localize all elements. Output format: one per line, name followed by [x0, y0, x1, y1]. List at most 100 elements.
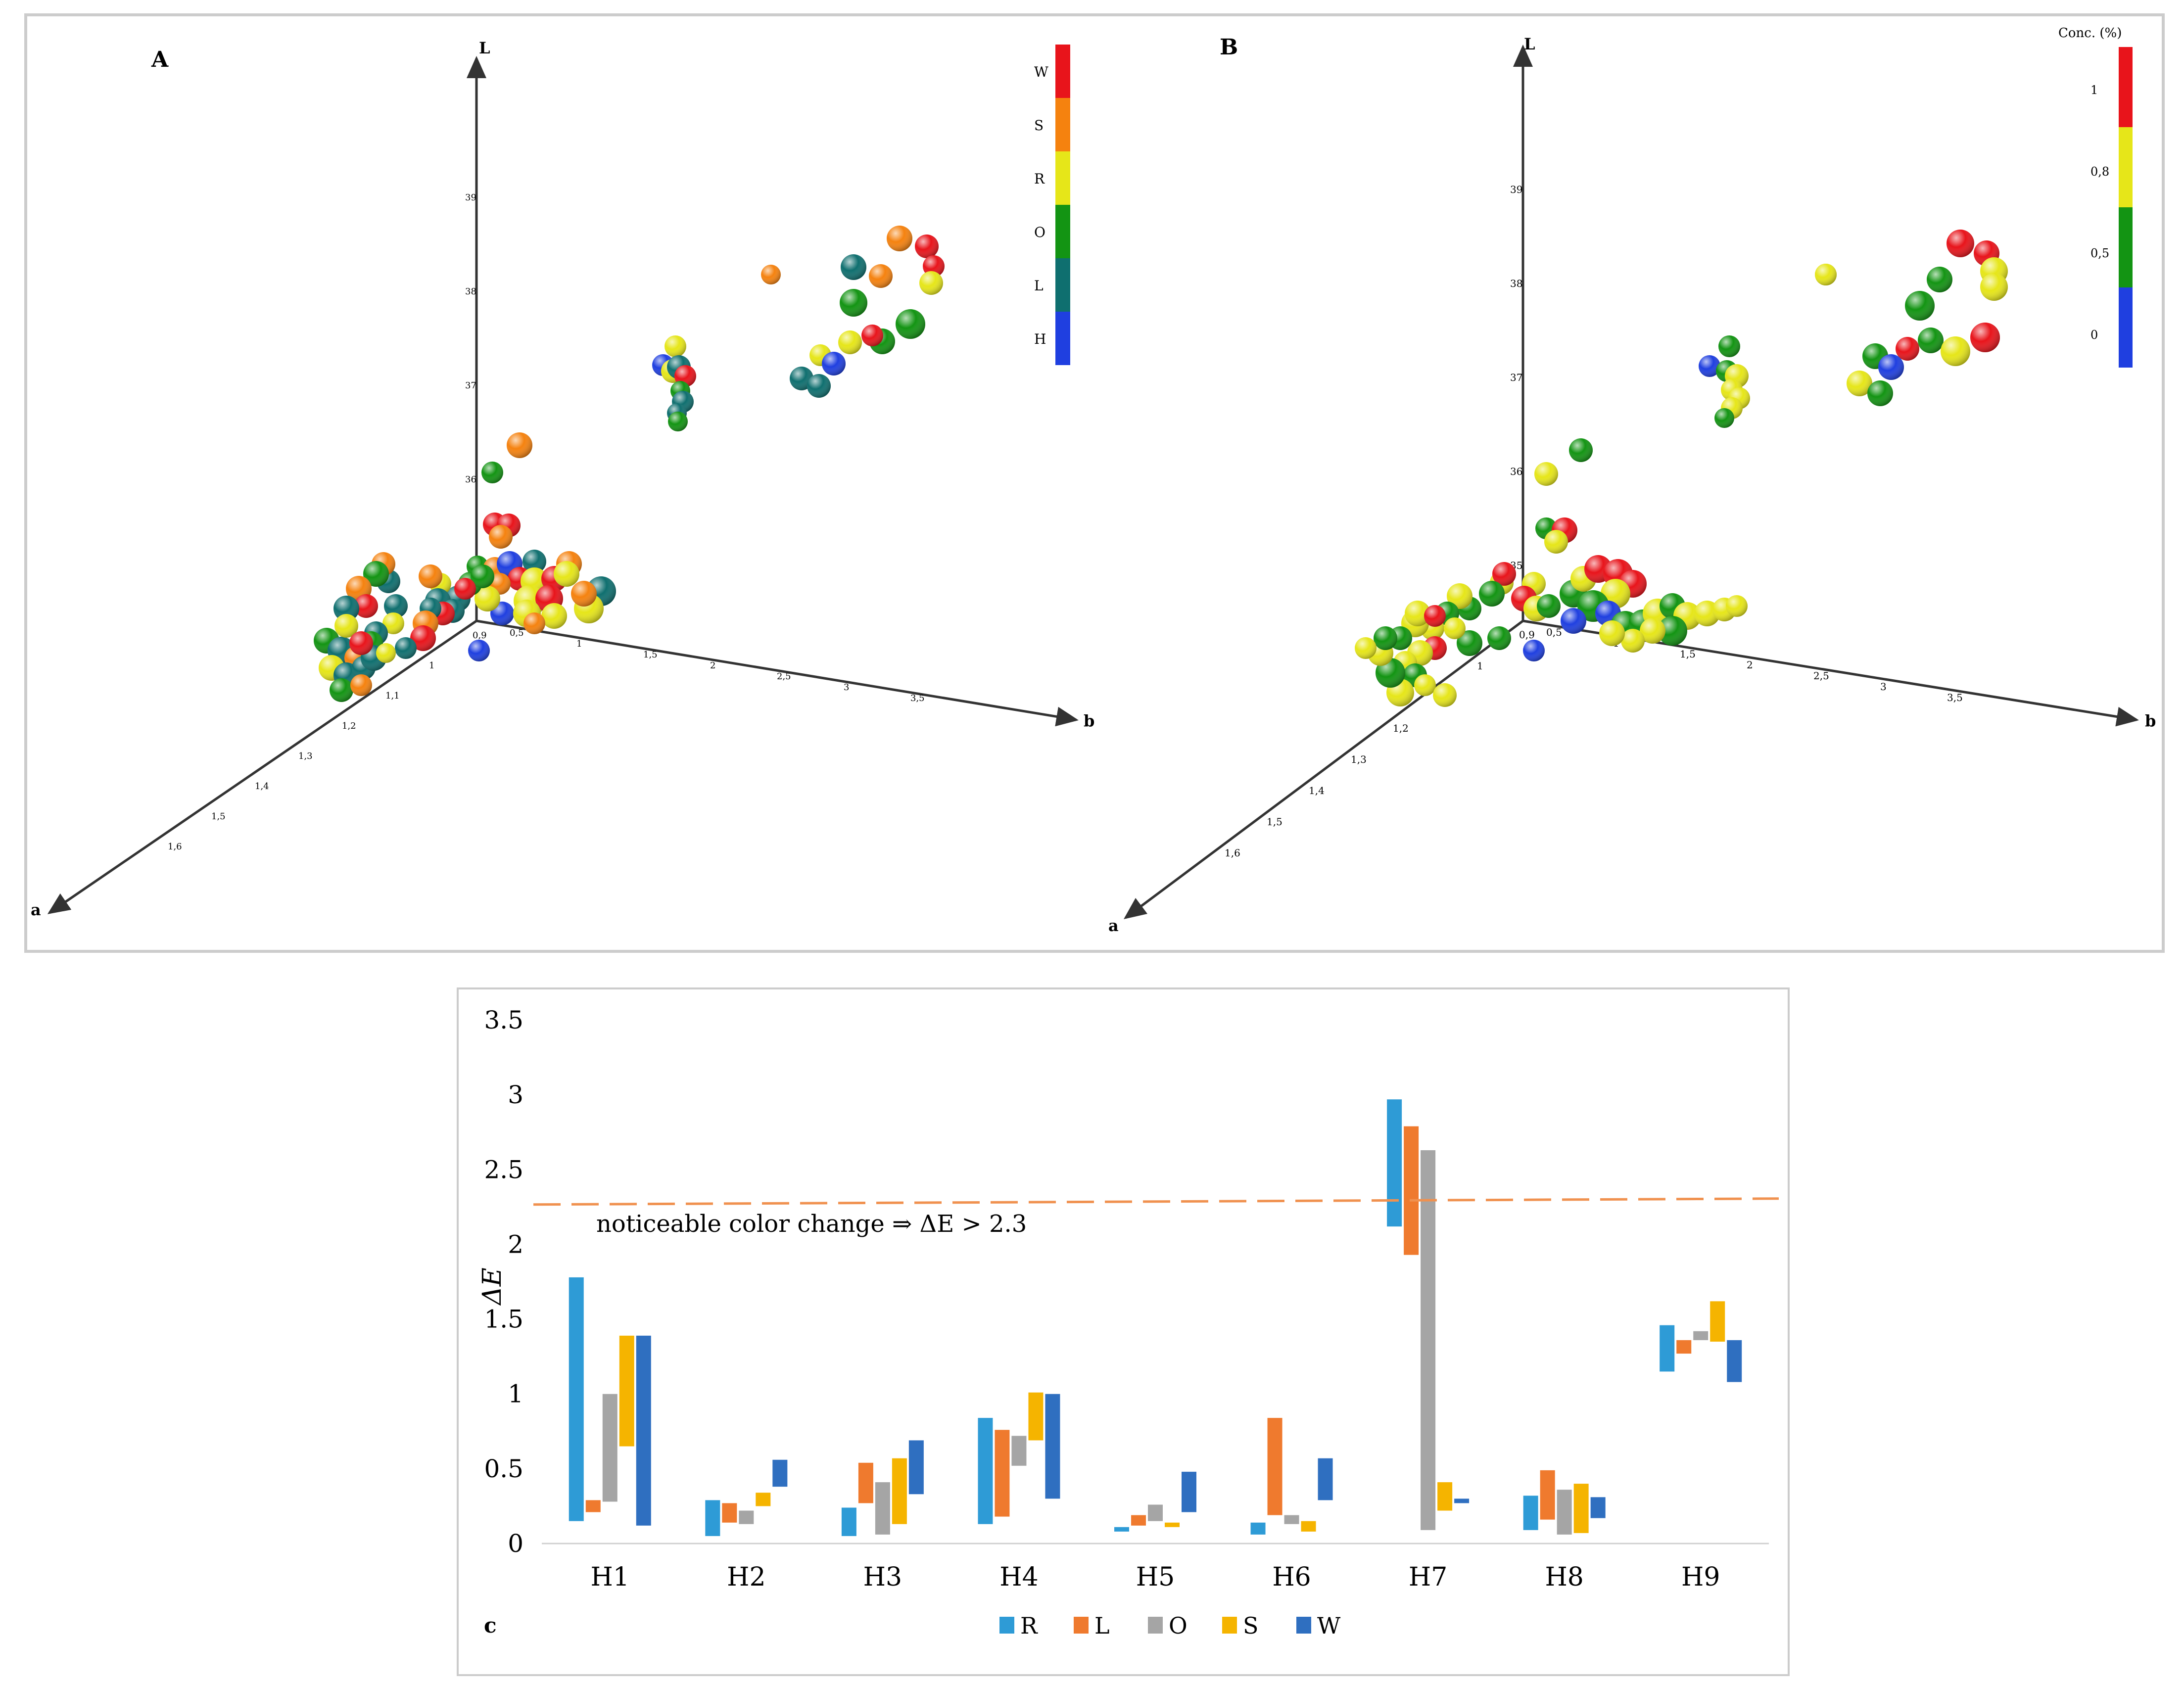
x-tick-h5: H5	[1136, 1562, 1175, 1592]
x-tick-h7: H7	[1409, 1562, 1447, 1592]
panel-a-label: A	[151, 47, 169, 72]
conc-swatch-0	[2119, 287, 2133, 368]
b-point-7	[1918, 328, 1944, 353]
conc-label-0: 1	[2090, 83, 2098, 97]
panel-a-a-ticks: 0,9 1 1,1 1,2 1,3 1,4 1,5 1,6	[168, 630, 487, 852]
bar-w-h5	[1182, 1471, 1196, 1512]
a-b-tick-6: 3,5	[910, 693, 925, 703]
a-point-39	[554, 561, 579, 587]
legend-swatch-w	[1296, 1617, 1311, 1634]
legend-swatch-h	[1055, 312, 1070, 365]
panel-a-a-axis-label: a	[31, 900, 41, 919]
a-l-tick-3: 36	[465, 474, 476, 485]
a-point-13	[822, 352, 846, 375]
panel-a: A L b a 39 38 37 36 0,5 1 1,5 2 2,5 3 3,5 0,9 1 1,1…	[31, 39, 1094, 919]
y-tick-4: 2	[508, 1230, 523, 1259]
b-b-tick-2: 1,5	[1680, 648, 1696, 660]
a-point-4	[919, 271, 943, 295]
bar-r-h9	[1660, 1325, 1675, 1372]
a-point-48	[523, 612, 545, 634]
a-a-tick-5: 1,4	[255, 781, 269, 792]
a-a-tick-3: 1,2	[342, 721, 356, 731]
b-a-tick-6: 1,5	[1267, 816, 1282, 828]
a-point-7	[840, 289, 867, 317]
a-point-69	[395, 637, 417, 659]
panel-b-label: B	[1220, 35, 1238, 60]
a-point-15	[807, 374, 831, 398]
a-b-tick-2: 1,5	[643, 650, 658, 660]
b-a-tick-1: 1	[1477, 660, 1483, 672]
panel-a-l-ticks: 39 38 37 36	[465, 192, 476, 485]
y-tick-3: 1.5	[484, 1305, 523, 1334]
bar-s-h9	[1710, 1301, 1725, 1342]
a-b-tick-4: 2,5	[777, 671, 791, 682]
b-point-69	[1414, 674, 1436, 696]
y-tick-0: 0	[508, 1529, 523, 1558]
a-point-68	[410, 625, 436, 651]
panel-a-points	[314, 226, 945, 702]
panel-a-b-axis	[476, 619, 1079, 727]
b-l-tick-2: 37	[1510, 372, 1522, 383]
b-point-74	[1355, 637, 1377, 659]
a-point-54	[471, 564, 494, 588]
b-point-77	[1444, 617, 1466, 639]
bar-o-h9	[1693, 1331, 1709, 1340]
a-point-47	[541, 603, 567, 629]
b-point-78	[1523, 640, 1545, 661]
b-point-9	[1941, 336, 1970, 366]
panel-a-a-axis	[47, 619, 477, 914]
bar-r-h2	[705, 1500, 720, 1536]
a-point-82	[334, 614, 358, 638]
legend-swatch-l	[1055, 258, 1070, 312]
b-point-17	[1699, 355, 1720, 377]
b-point-5	[1927, 267, 1952, 292]
b-point-28	[1544, 530, 1568, 554]
a-point-2	[915, 234, 939, 258]
panel-b-points	[1355, 230, 2008, 707]
a-b-tick-5: 3	[844, 682, 849, 693]
y-tick-1: 0.5	[484, 1454, 523, 1483]
a-point-52	[419, 564, 442, 588]
a-point-67	[382, 612, 404, 634]
bar-s-h5	[1165, 1522, 1180, 1527]
b-a-tick-3: 1,2	[1393, 722, 1409, 734]
b-point-52	[1658, 616, 1687, 646]
bar-l-h6	[1267, 1418, 1282, 1515]
b-point-8	[1970, 323, 2000, 352]
x-tick-h9: H9	[1681, 1562, 1720, 1592]
legend-label-r: R	[1034, 171, 1045, 187]
bar-l-h5	[1131, 1515, 1146, 1526]
bar-r-h1	[569, 1277, 584, 1521]
legend-label-o: O	[1169, 1612, 1187, 1639]
b-point-4	[1980, 273, 2008, 301]
panel-b-l-axis-label: L	[1524, 35, 1535, 53]
b-point-79	[1433, 683, 1457, 707]
a-point-84	[376, 643, 396, 663]
panel-a-l-axis-label: L	[479, 39, 490, 57]
bar-l-h9	[1676, 1340, 1692, 1354]
panel-c-label: c	[484, 1613, 497, 1638]
a-b-tick-1: 1	[576, 639, 582, 649]
legend-swatch-r	[999, 1617, 1014, 1634]
b-point-24	[1569, 438, 1593, 462]
a-point-49	[475, 586, 500, 611]
b-point-55	[1599, 620, 1625, 646]
panel-b-legend-labels: 1 0,8 0,5 0	[2090, 83, 2109, 342]
bar-l-h7	[1404, 1126, 1419, 1255]
b-point-15	[1815, 264, 1837, 285]
bar-l-h4	[995, 1430, 1010, 1517]
b-l-tick-3: 36	[1510, 466, 1522, 477]
panel-b-b-axis-label: b	[2145, 711, 2156, 730]
b-b-tick-6: 3,5	[1947, 692, 1963, 703]
bar-o-h8	[1557, 1490, 1572, 1535]
bar-r-h8	[1523, 1496, 1538, 1530]
bar-r-h3	[841, 1507, 856, 1536]
bar-w-h9	[1727, 1340, 1742, 1382]
a-point-64	[363, 561, 389, 587]
a-point-61	[384, 594, 408, 618]
legend-label-w: W	[1034, 64, 1048, 80]
y-tick-6: 3	[508, 1080, 523, 1109]
b-point-58	[1447, 583, 1472, 609]
